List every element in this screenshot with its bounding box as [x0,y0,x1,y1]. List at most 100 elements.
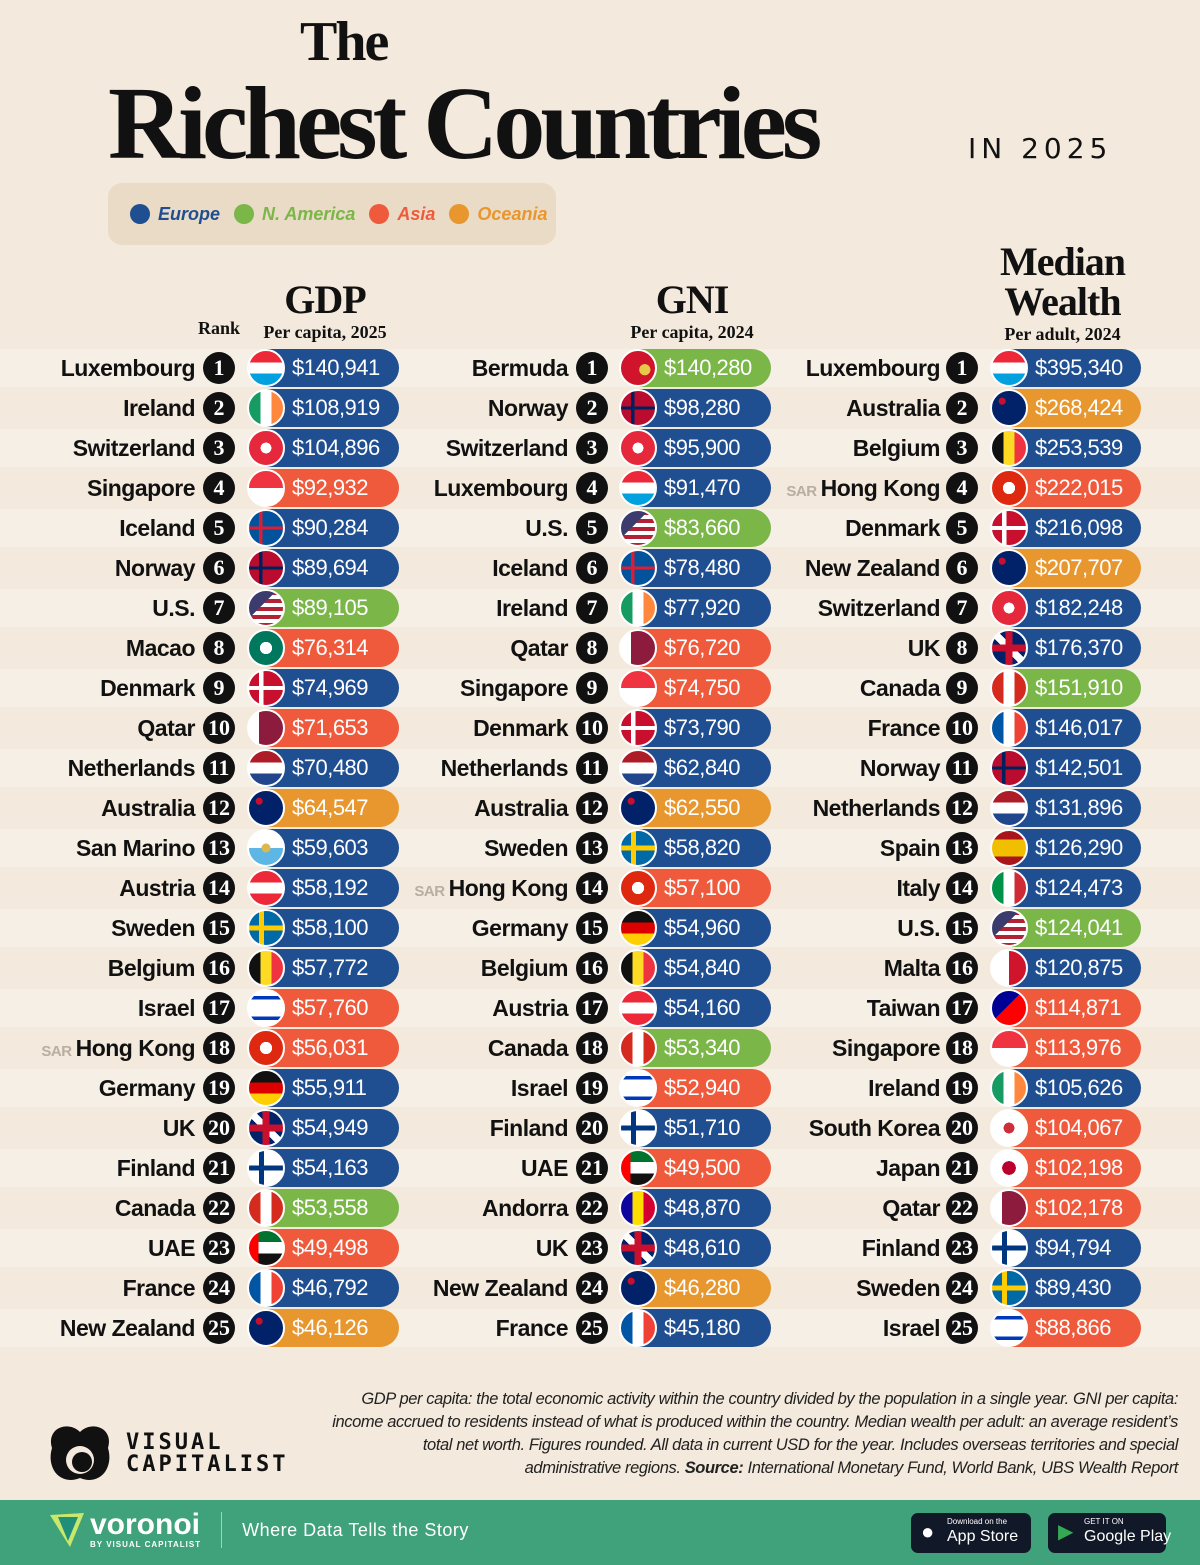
gni-title: GNI [655,277,730,322]
wealth-rank-badge: 16 [946,952,978,984]
visual-capitalist-logo: VISUAL CAPITALIST [44,1418,288,1490]
flag-belgium-icon [990,429,1028,467]
country-label: Finland [861,1235,941,1261]
wealth-rank-badge: 17 [946,992,978,1024]
flag-sweden-icon [990,1269,1028,1307]
gdp-rank-badge: 10 [203,712,235,744]
wealth-country-name: France [0,709,941,747]
country-label: U.S. [152,595,195,621]
flag-taiwan-icon [990,989,1028,1027]
country-label: Israel [882,1315,941,1341]
play-icon: ▶ [1058,1521,1074,1543]
google-play-label: Google Play [1084,1528,1172,1545]
wealth-rank-badge: 4 [946,472,978,504]
legend-label: N. America [262,203,356,224]
google-play-button[interactable]: ▶ GET IT ON Google Play [1048,1513,1172,1553]
gni-rank-badge: 9 [576,672,608,704]
gdp-country-name: Switzerland [0,429,196,467]
flag-qatar-icon [619,629,657,667]
country-label: Canada [859,675,941,701]
country-label: Finland [116,1155,196,1181]
flag-canada-icon [990,669,1028,707]
gni-rank-badge: 6 [576,552,608,584]
wealth-country-name: Finland [0,1229,941,1267]
title-year: IN 2025 [968,132,1113,165]
country-label: UAE [520,1155,569,1181]
flag-spain-icon [990,829,1028,867]
flag-luxembourg-icon [619,469,657,507]
country-label: Switzerland [817,595,941,621]
flag-germany-icon [619,909,657,947]
voronoi-logo[interactable]: voronoi BY VISUAL CAPITALIST Where Data T… [48,1510,469,1550]
gdp-rank-badge: 1 [203,352,235,384]
flag-switzerland-icon [247,429,285,467]
flag-south-korea-icon [990,1109,1028,1147]
gdp-rank-badge: 22 [203,1192,235,1224]
flag-malta-icon [990,949,1028,987]
country-label: Hong Kong [820,475,941,501]
app-store-button[interactable]: ● Download on the App Store [911,1513,1031,1553]
flag-australia-icon [247,789,285,827]
flag-italy-icon [990,869,1028,907]
country-label: Qatar [137,715,195,741]
gni-rank-badge: 12 [576,792,608,824]
voronoi-wordmark: voronoi [90,1508,200,1541]
wealth-rank-badge: 9 [946,672,978,704]
country-label: Denmark [845,515,940,541]
wealth-rank-badge: 18 [946,1032,978,1064]
wealth-rank-badge: 20 [946,1112,978,1144]
flag-qatar-icon [990,1189,1028,1227]
flag-singapore-icon [247,469,285,507]
gdp-rank-badge: 5 [203,512,235,544]
wealth-country-name: UK [0,629,941,667]
flag-israel-icon [247,989,285,1027]
wealth-rank-badge: 11 [946,752,978,784]
country-label: New Zealand [804,555,941,581]
flag-luxembourg-icon [247,349,285,387]
flag-switzerland-icon [990,589,1028,627]
gni-country-name: Andorra [0,1189,568,1227]
flag-macao-icon [247,629,285,667]
wealth-country-name: Australia [0,389,940,427]
sar-label: SAR [41,1043,72,1060]
gni-rank-badge: 10 [576,712,608,744]
country-label: Japan [876,1155,940,1181]
gni-header: GNI Per capita, 2024 [622,277,762,343]
wealth-country-name: Italy [0,869,940,907]
gdp-country-name: Qatar [0,709,195,747]
country-label: Israel [510,1075,569,1101]
flag-canada-icon [619,1029,657,1067]
country-label: San Marino [76,835,195,861]
legend-swatch [369,204,390,224]
country-label: Germany [471,915,569,941]
flag-uae-icon [247,1229,285,1267]
flag-israel-icon [990,1309,1028,1347]
country-label: Austria [119,875,195,901]
wealth-rank-badge: 5 [946,512,978,544]
visual-capitalist-icon [50,1426,110,1480]
gdp-rank-badge: 6 [203,552,235,584]
country-label: Sweden [484,835,568,861]
country-label: Norway [487,395,569,421]
gdp-country-name: U.S. [0,589,195,627]
wealth-country-name: Sweden [0,1269,940,1307]
gni-country-name: Netherlands [0,749,569,787]
gni-rank-badge: 2 [576,392,608,424]
wealth-title-1: Median [999,239,1126,284]
gdp-value-pill: $57,760 [250,989,399,1027]
country-label: Germany [98,1075,196,1101]
gni-rank-badge: 24 [576,1272,608,1304]
gni-country-name: Germany [0,909,569,947]
gdp-country-name: Finland [0,1149,196,1187]
gdp-rank-badge: 18 [203,1032,235,1064]
country-label: Singapore [832,1035,940,1061]
gni-country-name: Qatar [0,629,568,667]
country-label: Ireland [123,395,195,421]
country-label: Switzerland [72,435,196,461]
legend-item: Asia [369,204,435,225]
country-label: Belgium [480,955,569,981]
wealth-rank-badge: 12 [946,792,978,824]
country-label: UAE [147,1235,196,1261]
gni-country-name: Austria [0,989,568,1027]
gni-rank-badge: 17 [576,992,608,1024]
